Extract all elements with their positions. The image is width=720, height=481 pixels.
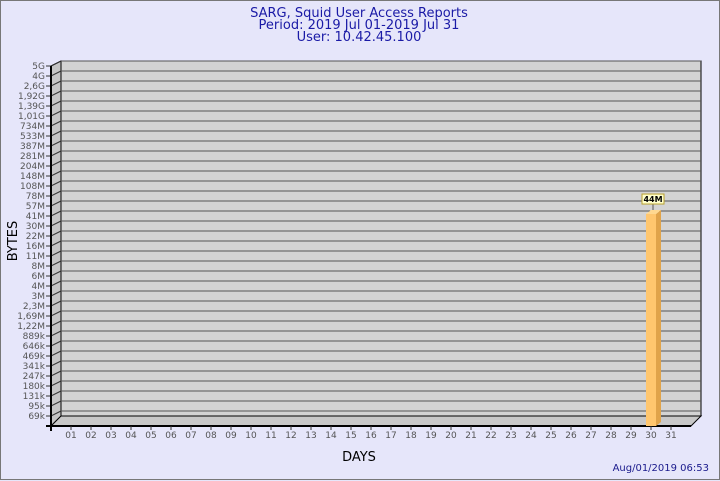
x-tick-label: 26 <box>565 431 577 441</box>
x-tick-label: 05 <box>145 431 156 441</box>
bar-top <box>646 210 661 215</box>
y-tick-label: 204M <box>20 162 45 172</box>
y-tick-label: 41M <box>26 212 45 222</box>
y-tick-label: 469k <box>23 352 46 362</box>
y-axis-title: BYTES <box>6 221 21 262</box>
y-tick-label: 1,39G <box>18 102 45 112</box>
y-tick-label: 387M <box>20 142 45 152</box>
x-tick-label: 08 <box>205 431 217 441</box>
x-tick-label: 01 <box>65 431 76 441</box>
y-tick-label: 78M <box>26 192 45 202</box>
x-tick-label: 11 <box>265 431 276 441</box>
x-tick-label: 23 <box>505 431 516 441</box>
y-tick-label: 889k <box>23 332 46 342</box>
x-tick-label: 24 <box>525 431 537 441</box>
x-tick-label: 03 <box>105 431 116 441</box>
x-tick-label: 27 <box>585 431 596 441</box>
y-tick-label: 281M <box>20 152 45 162</box>
x-tick-label: 13 <box>305 431 316 441</box>
y-tick-label: 6M <box>32 272 46 282</box>
data-label-box <box>641 193 665 205</box>
y-tick-label: 4M <box>32 282 46 292</box>
x-tick-label: 19 <box>425 431 437 441</box>
x-tick-label: 09 <box>225 431 237 441</box>
x-tick-label: 02 <box>85 431 96 441</box>
x-tick-label: 30 <box>645 431 657 441</box>
data-label: 44M <box>643 195 662 204</box>
x-tick-label: 28 <box>605 431 617 441</box>
x-tick-label: 12 <box>285 431 296 441</box>
y-tick-label: 2,6G <box>24 82 45 92</box>
chart-title-line: User: 10.42.45.100 <box>297 30 422 45</box>
x-tick-label: 25 <box>545 431 556 441</box>
y-tick-label: 646k <box>23 342 46 352</box>
y-tick-label: 4G <box>32 72 45 82</box>
x-tick-label: 22 <box>485 431 496 441</box>
x-tick-label: 20 <box>445 431 457 441</box>
generated-timestamp: Aug/01/2019 06:53 <box>613 463 709 474</box>
plot-floor <box>49 415 703 427</box>
bar-day-30 <box>646 214 656 426</box>
x-tick-label: 06 <box>165 431 177 441</box>
x-tick-label: 14 <box>325 431 337 441</box>
y-tick-label: 1,22M <box>17 322 45 332</box>
y-tick-label: 2,3M <box>23 302 45 312</box>
y-tick-label: 5G <box>32 62 45 72</box>
y-tick-label: 180k <box>23 382 46 392</box>
y-tick-label: 1,92G <box>18 92 45 102</box>
y-tick-label: 131k <box>23 392 46 402</box>
y-tick-label: 148M <box>20 172 45 182</box>
x-tick-label: 16 <box>365 431 377 441</box>
x-tick-label: 21 <box>465 431 476 441</box>
y-tick-label: 1,01G <box>18 112 45 122</box>
x-tick-label: 10 <box>245 431 257 441</box>
y-tick-label: 341k <box>23 362 46 372</box>
y-tick-label: 1,69M <box>17 312 45 322</box>
y-tick-label: 11M <box>26 252 45 262</box>
y-tick-label: 533M <box>20 132 45 142</box>
x-tick-label: 04 <box>125 431 137 441</box>
y-tick-label: 247k <box>23 372 46 382</box>
x-tick-label: 31 <box>665 431 676 441</box>
y-tick-label: 734M <box>20 122 45 132</box>
x-tick-label: 15 <box>345 431 356 441</box>
y-tick-label: 108M <box>20 182 45 192</box>
x-tick-label: 18 <box>405 431 417 441</box>
y-tick-label: 30M <box>26 222 45 232</box>
chart-title-line: Period: 2019 Jul 01-2019 Jul 31 <box>259 18 460 33</box>
y-tick-label: 95k <box>28 402 45 412</box>
y-tick-label: 22M <box>26 232 45 242</box>
x-tick-label: 29 <box>625 431 637 441</box>
y-tick-label: 57M <box>26 202 45 212</box>
y-tick-label: 16M <box>26 242 45 252</box>
x-tick-label: 07 <box>185 431 196 441</box>
x-axis-title: DAYS <box>342 450 376 465</box>
y-tick-label: 69k <box>28 412 45 422</box>
bar-side <box>656 210 661 426</box>
y-tick-label: 8M <box>32 262 46 272</box>
y-tick-label: 3M <box>32 292 46 302</box>
chart-title-line: SARG, Squid User Access Reports <box>250 6 468 21</box>
x-tick-label: 17 <box>385 431 396 441</box>
plot-back-panel <box>60 60 702 417</box>
